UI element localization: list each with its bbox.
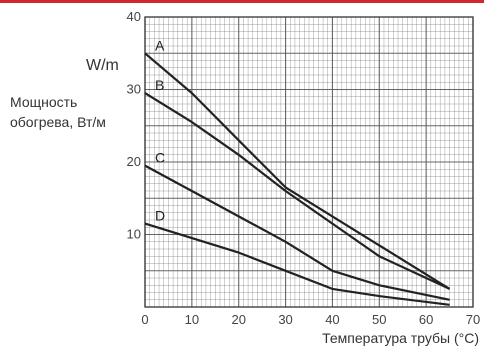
y-tick-label: 40 <box>127 9 141 24</box>
y-axis-label-line-2: обогрева, Вт/м <box>10 114 106 130</box>
series-line-c <box>144 164 450 301</box>
x-tick-label: 40 <box>325 312 339 327</box>
x-tick-label: 30 <box>278 312 292 327</box>
top-accent-bar <box>0 0 484 3</box>
series-label-d: D <box>155 208 165 224</box>
x-tick-label: 0 <box>141 312 148 327</box>
y-tick-label: 30 <box>127 82 141 97</box>
x-axis-label: Температура трубы (°C) <box>322 330 479 346</box>
series-line-d <box>144 222 450 306</box>
series-label-c: C <box>155 150 165 166</box>
chart-tick-labels: 0 10 20 30 40 50 60 70 10 20 30 40 <box>127 9 481 327</box>
x-tick-label: 20 <box>231 312 245 327</box>
series-line-a <box>144 52 451 290</box>
x-tick-label: 60 <box>419 312 433 327</box>
x-tick-label: 10 <box>185 312 199 327</box>
chart-series-labels: A B C D <box>155 37 165 223</box>
y-axis-label-line-1: Мощность <box>10 94 77 110</box>
chart-series-lines <box>144 52 451 306</box>
x-tick-label: 70 <box>466 312 480 327</box>
series-line-b <box>144 92 451 290</box>
unit-label: W/m <box>86 57 119 74</box>
plot-frame <box>144 16 474 308</box>
y-tick-label: 10 <box>127 227 141 242</box>
series-label-a: A <box>155 37 165 53</box>
x-tick-label: 50 <box>372 312 386 327</box>
series-label-b: B <box>155 77 164 93</box>
chart-grid <box>144 16 474 308</box>
y-tick-label: 20 <box>127 154 141 169</box>
